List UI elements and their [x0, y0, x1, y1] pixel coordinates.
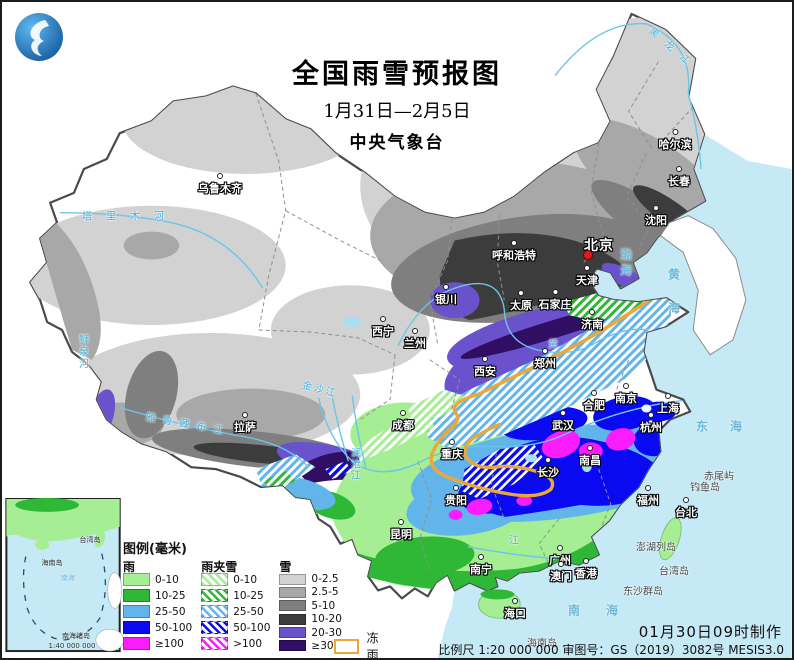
- page-title: 全国雨雪预报图: [292, 59, 502, 90]
- legend-range-label: 0-10: [155, 573, 179, 586]
- hainan-north-band: [480, 589, 515, 600]
- diaoyu-islet-dot: [696, 487, 700, 491]
- legend-row: 10-20: [279, 613, 342, 625]
- date-range: 1月31日—2月5日: [323, 101, 471, 122]
- legend-row: 0-2.5: [279, 573, 342, 585]
- legend-swatch: [201, 621, 229, 634]
- map-scale-line: 比例尺 1:20 000 000 审图号：GS（2019）3082号 MESIS…: [438, 643, 784, 657]
- agency-name: 中央气象台: [349, 133, 445, 153]
- legend-swatch: [201, 573, 229, 586]
- legend-swatch: [123, 589, 150, 602]
- legend-row: >100: [201, 637, 270, 650]
- legend-row: 25-50: [123, 605, 192, 618]
- legend-swatch: [279, 586, 307, 598]
- legend-range-label: 25-50: [155, 605, 186, 618]
- freezing-rain-legend: 冻雨: [334, 629, 385, 660]
- legend-swatch: [279, 600, 307, 612]
- legend-row: ≥30: [279, 640, 342, 652]
- lakes: [343, 317, 652, 473]
- legend-range-label: ≥30: [311, 639, 334, 652]
- legend-swatch: [201, 637, 229, 650]
- legend-row: 20-30: [279, 627, 342, 639]
- legend-swatch: [201, 605, 229, 618]
- legend-row: 50-100: [123, 621, 192, 634]
- legend-row: 5-10: [279, 600, 342, 612]
- legend-range-label: ≥100: [155, 637, 184, 650]
- legend-swatch: [279, 627, 307, 639]
- legend-swatch: [279, 613, 307, 625]
- legend-row: 0-10: [201, 573, 270, 586]
- legend-column: 雨夹雪 0-10 10-25 25-50 50-100 >100: [201, 558, 270, 653]
- legend-range-label: 10-20: [311, 613, 342, 626]
- legend-swatch: [123, 637, 150, 650]
- legend-range-label: 0-2.5: [311, 573, 339, 585]
- heilongjiang-river: [554, 22, 702, 170]
- issued-time: 01月30日09时制作: [638, 623, 782, 641]
- legend-range-label: 0-10: [233, 573, 258, 586]
- legend-swatch: [279, 640, 307, 652]
- freezing-rain-outline: [429, 293, 659, 498]
- legend-range-label: 50-100: [233, 621, 271, 634]
- korea-landmass: [659, 215, 747, 356]
- legend-swatch: [279, 573, 307, 585]
- legend-row: 10-25: [123, 589, 192, 602]
- title-block: 全国雨雪预报图 1月31日—2月5日 中央气象台: [292, 52, 502, 153]
- legend-row: 0-10: [123, 573, 192, 586]
- rivers: [60, 212, 683, 560]
- cma-logo: [15, 13, 63, 61]
- legend-column-header: 雨夹雪: [201, 560, 238, 574]
- legend-row: 50-100: [201, 621, 270, 634]
- legend-swatch: [123, 605, 150, 618]
- legend-swatch: [123, 573, 150, 586]
- south-china-sea-inset: [5, 497, 124, 653]
- legend-range-label: 5-10: [311, 599, 336, 612]
- legend-title: 图例(毫米): [123, 542, 187, 557]
- legend-range-label: 10-25: [233, 589, 264, 602]
- legend-column: 雨 0-10 10-25 25-50 50-100 ≥100: [123, 558, 192, 653]
- sleet-hatch-layers: [255, 283, 674, 499]
- freezing-rain-label: 冻雨: [366, 631, 379, 660]
- legend-row: ≥100: [123, 637, 192, 650]
- legend-row: 25-50: [201, 605, 270, 618]
- legend-range-label: >100: [233, 637, 263, 650]
- legend-column-header: 雪: [279, 560, 292, 574]
- province-borders: [255, 61, 699, 571]
- legend-column: 雪 0-2.5 2.5-5 5-10 10-20 20-30 ≥30: [279, 558, 342, 653]
- legend-columns: 雨 0-10 10-25 25-50 50-100 ≥100 雨夹雪 0-10 10-25 25-…: [123, 558, 342, 653]
- taiwan-island: [659, 517, 682, 561]
- legend-swatch: [201, 589, 229, 602]
- legend-column-header: 雨: [123, 560, 136, 574]
- legend-range-label: 20-30: [311, 626, 342, 639]
- legend-swatch: [123, 621, 150, 634]
- legend-row: 10-25: [201, 589, 270, 602]
- legend-range-label: 2.5-5: [311, 586, 339, 599]
- legend-range-label: 25-50: [233, 605, 264, 618]
- legend-row: 2.5-5: [279, 586, 342, 598]
- freezing-rain-swatch: [334, 638, 359, 654]
- legend: 图例(毫米) 雨 0-10 10-25 25-50 50-100 ≥100 雨夹雪 0-10 1…: [123, 538, 379, 658]
- legend-range-label: 50-100: [155, 621, 193, 634]
- legend-range-label: 10-25: [155, 589, 186, 602]
- diaoyu-islet-dot: [704, 489, 708, 493]
